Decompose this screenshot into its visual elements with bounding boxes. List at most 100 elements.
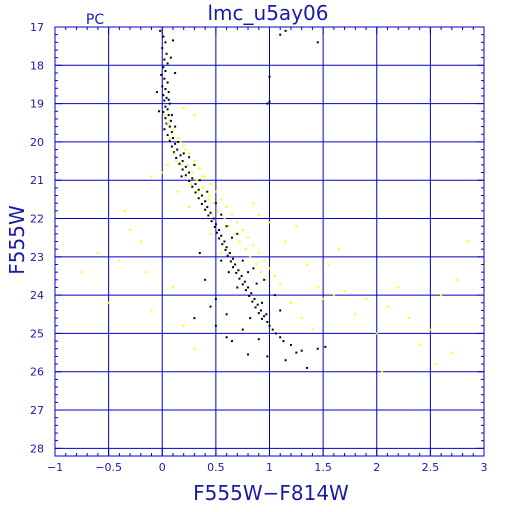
data-point-yellow <box>268 267 271 270</box>
data-point-black <box>259 309 262 312</box>
data-point-black <box>228 251 231 254</box>
data-point-black <box>266 355 269 358</box>
data-point-black <box>282 340 285 343</box>
data-point-black <box>166 81 169 84</box>
data-point-black <box>162 111 165 114</box>
data-point-black <box>236 232 239 235</box>
data-point-yellow <box>166 121 169 124</box>
data-point-yellow <box>268 221 271 224</box>
data-point-yellow <box>209 183 212 186</box>
data-point-yellow <box>214 190 217 193</box>
data-point-black <box>197 197 200 200</box>
data-point-yellow <box>123 209 126 212</box>
data-point-yellow <box>198 167 201 170</box>
data-point-black <box>254 306 257 309</box>
data-point-black <box>210 220 213 223</box>
x-tick-label: 1 <box>266 461 273 474</box>
data-point-black <box>220 234 223 237</box>
data-point-black <box>155 91 158 94</box>
data-point-black <box>223 240 226 243</box>
data-point-yellow <box>234 232 237 235</box>
data-point-black <box>204 208 207 211</box>
data-point-yellow <box>244 248 247 251</box>
y-tick-label: 25 <box>30 327 44 340</box>
data-point-yellow <box>179 140 182 143</box>
data-point-black <box>235 271 238 274</box>
data-point-black <box>268 75 271 78</box>
data-point-black <box>213 225 216 228</box>
data-point-yellow <box>163 114 166 117</box>
data-point-black <box>163 58 166 61</box>
data-point-black <box>243 280 246 283</box>
x-tick-label: 0 <box>159 461 166 474</box>
data-point-yellow <box>247 236 250 239</box>
data-point-black <box>168 125 171 128</box>
data-point-black <box>158 110 161 113</box>
data-point-black <box>256 303 259 306</box>
data-point-black <box>206 206 209 209</box>
data-point-black <box>268 324 271 327</box>
data-point-black <box>176 148 179 151</box>
data-point-black <box>224 248 227 251</box>
data-point-black <box>162 66 165 69</box>
data-point-yellow <box>202 186 205 189</box>
data-point-yellow <box>193 160 196 163</box>
data-point-black <box>197 188 200 191</box>
data-point-yellow <box>129 229 132 232</box>
data-point-black <box>249 317 252 320</box>
data-point-black <box>193 317 196 320</box>
data-point-yellow <box>266 278 269 281</box>
x-axis-label: F555W−F814W <box>193 481 349 505</box>
data-point-yellow <box>434 363 437 366</box>
axes: −1 −0.5 0 0.5 1 1.5 2 2.5 3 17 18 19 20 21 22 23 24 25 26 2… <box>30 21 488 474</box>
data-point-black <box>200 194 203 197</box>
y-tick-label: 24 <box>30 289 44 302</box>
data-point-yellow <box>191 171 194 174</box>
data-point-black <box>324 345 327 348</box>
data-point-black <box>229 260 232 263</box>
data-point-black <box>215 231 218 234</box>
data-point-black <box>284 29 287 32</box>
data-point-black <box>174 142 177 145</box>
x-tick-label: −1 <box>47 461 63 474</box>
data-point-yellow <box>188 152 191 155</box>
data-point-black <box>225 313 228 316</box>
data-point-yellow <box>212 202 215 205</box>
data-point-black <box>214 202 217 205</box>
data-point-black <box>167 91 170 94</box>
y-tick-label: 22 <box>30 213 44 226</box>
data-point-black <box>191 177 194 180</box>
data-point-black <box>237 269 240 272</box>
data-point-yellow <box>397 286 400 289</box>
data-point-yellow <box>225 206 228 209</box>
data-point-yellow <box>193 114 196 117</box>
data-point-yellow <box>263 259 266 262</box>
data-point-black <box>161 85 164 88</box>
data-point-black <box>232 266 235 269</box>
data-point-yellow <box>466 240 469 243</box>
data-point-black <box>263 315 266 318</box>
data-point-black <box>234 263 237 266</box>
data-point-yellow <box>166 163 169 166</box>
data-point-black <box>225 225 228 228</box>
data-point-black <box>209 305 212 308</box>
x-tick-label: 2 <box>373 461 380 474</box>
data-point-yellow <box>429 328 432 331</box>
data-point-black <box>236 286 239 289</box>
data-point-yellow <box>168 137 171 140</box>
data-point-yellow <box>418 343 421 346</box>
y-tick-label: 27 <box>30 404 44 417</box>
data-point-black <box>169 56 172 59</box>
data-point-black <box>209 211 212 214</box>
data-point-yellow <box>407 317 410 320</box>
grid <box>55 27 484 456</box>
chart-title: lmc_u5ay06 <box>208 1 329 25</box>
data-point-black <box>173 151 176 154</box>
data-point-black <box>178 162 181 165</box>
data-point-yellow <box>255 263 258 266</box>
data-point-black <box>162 35 165 38</box>
data-point-yellow <box>316 286 319 289</box>
y-tick-label: 20 <box>30 136 44 149</box>
data-point-yellow <box>252 202 255 205</box>
